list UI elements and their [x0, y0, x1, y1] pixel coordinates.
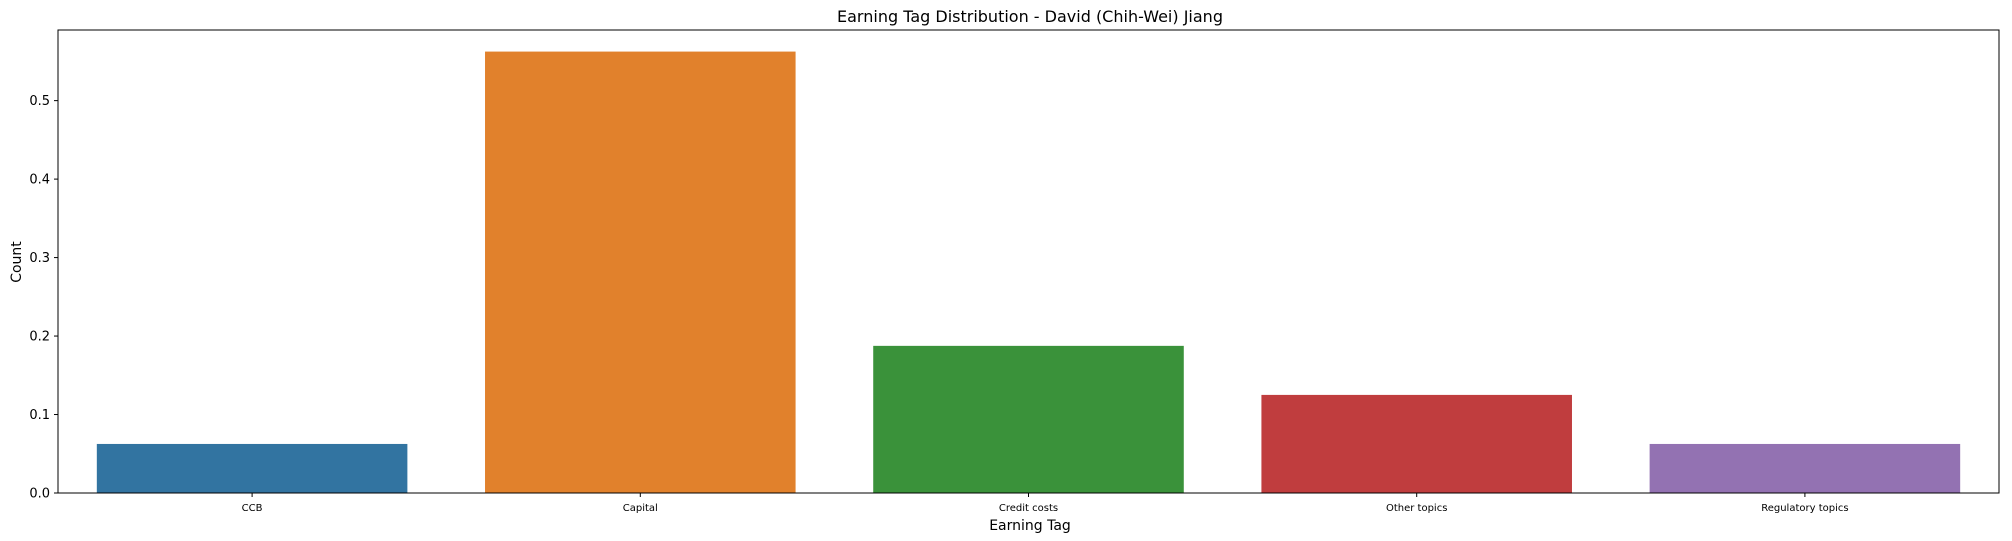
- x-axis-ticks: CCB Capital Credit costs Other topics Regula…: [242, 493, 1849, 514]
- bar-ccb: [96, 443, 408, 493]
- bar-regulatory-topics: [1649, 443, 1961, 493]
- y-axis-ticks: 0.0 0.1 0.2 0.3 0.4 0.5: [29, 94, 58, 502]
- x-tick-label: Other topics: [1386, 503, 1447, 514]
- bars-group: [96, 51, 1961, 494]
- x-tick-label: CCB: [242, 503, 263, 514]
- y-tick-label: 0.0: [29, 487, 50, 502]
- bar-credit-costs: [873, 345, 1184, 493]
- x-tick-label: Regulatory topics: [1761, 503, 1848, 514]
- y-tick-label: 0.3: [29, 251, 50, 266]
- y-tick-label: 0.5: [29, 94, 50, 109]
- bar-capital: [485, 51, 796, 494]
- y-tick-label: 0.2: [29, 330, 50, 345]
- x-axis-label: Earning Tag: [989, 518, 1071, 534]
- y-tick-label: 0.4: [29, 173, 50, 188]
- x-tick-label: Capital: [623, 503, 658, 514]
- x-tick-label: Credit costs: [999, 503, 1058, 514]
- y-tick-label: 0.1: [29, 408, 50, 423]
- bar-other-topics: [1261, 394, 1572, 493]
- y-axis-label: Count: [9, 241, 25, 283]
- chart-title: Earning Tag Distribution - David (Chih-W…: [837, 7, 1223, 26]
